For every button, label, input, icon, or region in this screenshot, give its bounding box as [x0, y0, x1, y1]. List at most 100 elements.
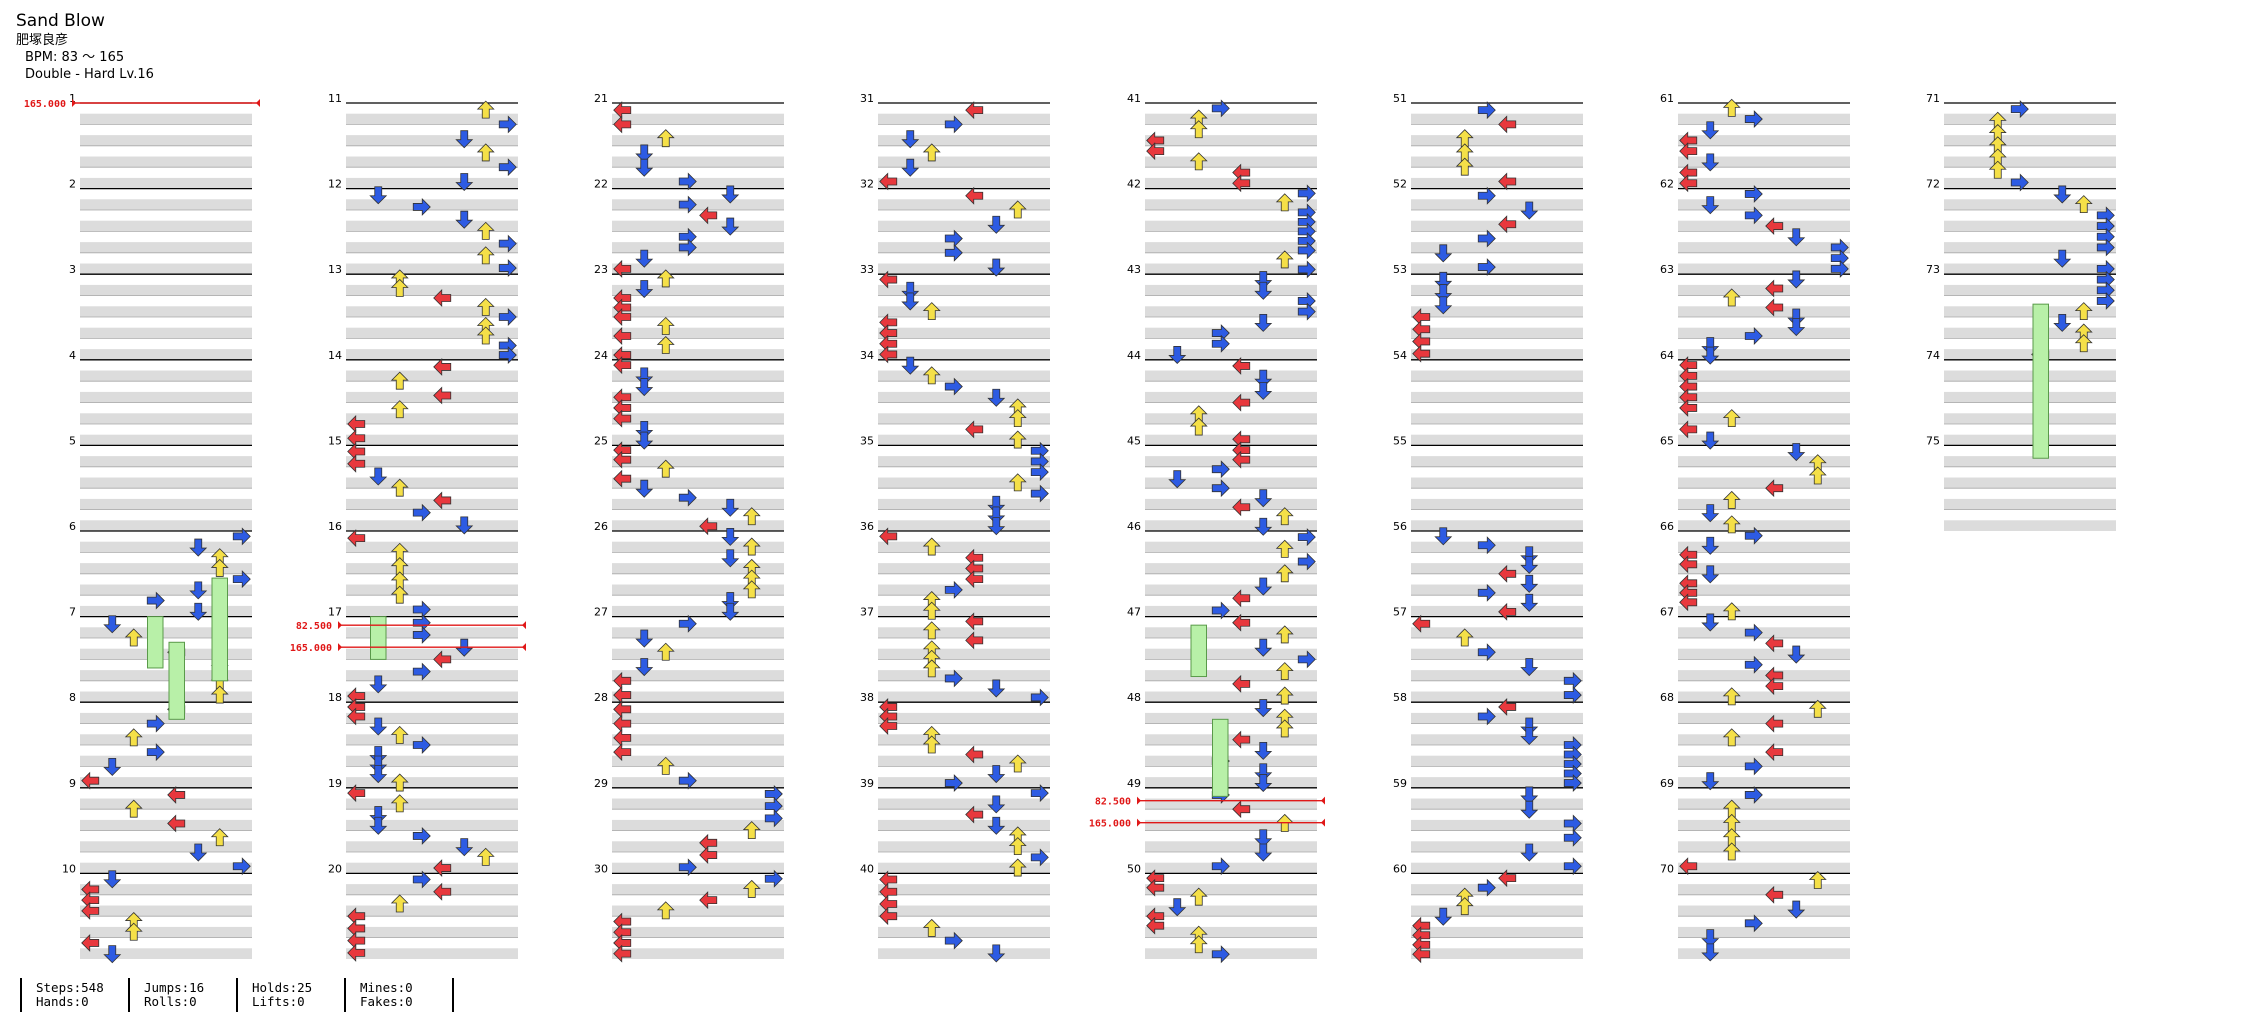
arrow-down-icon	[189, 843, 208, 862]
arrow-left-icon	[1765, 479, 1784, 498]
measure-24: 24	[594, 349, 784, 446]
arrow-down-icon	[1254, 763, 1273, 782]
notes-measure-24	[613, 356, 654, 450]
measure-number: 40	[860, 862, 874, 875]
measure-stripe	[346, 563, 518, 574]
measure-stripe	[1411, 434, 1583, 446]
hold-bar-icon	[211, 577, 228, 682]
arrow-left-icon	[1498, 215, 1517, 234]
measure-54: 54	[1393, 349, 1583, 446]
arrow-left-icon	[965, 745, 984, 764]
notes-measure-19	[347, 784, 495, 878]
measure-stripe	[1944, 306, 2116, 317]
arrow-right-icon	[944, 931, 963, 950]
arrow-down-icon	[1254, 699, 1273, 718]
arrow-left-icon	[1498, 115, 1517, 134]
arrow-down-icon	[635, 431, 654, 450]
measure-31: 31	[860, 92, 1050, 189]
measure-stripe	[80, 349, 252, 360]
measure-stripe	[1678, 434, 1850, 446]
arrow-right-icon	[1297, 552, 1316, 571]
arrow-down-icon	[987, 679, 1006, 698]
arrow-down-icon	[1787, 270, 1806, 289]
measure-stripe	[612, 199, 784, 210]
arrow-down-icon	[635, 144, 654, 163]
measure-number: 63	[1660, 263, 1674, 276]
arrow-down-icon	[189, 581, 208, 600]
measure-stripe	[1411, 777, 1583, 788]
measure-stripe	[612, 862, 784, 874]
arrow-left-icon	[699, 846, 718, 865]
arrow-down-icon	[103, 870, 122, 889]
arrow-up-icon	[742, 879, 761, 898]
arrow-right-icon	[1477, 583, 1496, 602]
measure-stripe	[346, 670, 518, 681]
measure-stripe	[612, 563, 784, 574]
arrow-up-icon	[210, 558, 229, 577]
measure-5: 5	[69, 434, 252, 531]
measure-10: 10	[62, 862, 252, 959]
hold-bar-icon	[370, 616, 387, 660]
measure-56: 56	[1393, 520, 1583, 617]
measure-stripe	[1145, 798, 1317, 810]
measure-number: 3	[69, 263, 76, 276]
bpm-change-label: 82.500	[296, 621, 332, 632]
arrow-right-icon	[1211, 334, 1230, 353]
measure-11: 11	[328, 92, 518, 189]
arrow-down-icon	[1254, 774, 1273, 793]
measure-stripe	[612, 177, 784, 189]
measure-stripe	[612, 691, 784, 703]
measure-number: 60	[1393, 862, 1407, 875]
measure-stripe	[1145, 884, 1317, 895]
arrow-down-icon	[901, 281, 920, 300]
measure-stripe	[878, 755, 1050, 767]
measure-stripe	[612, 605, 784, 617]
arrow-left-icon	[1765, 714, 1784, 733]
stat-lifts: Lifts:0	[252, 994, 305, 1009]
arrow-left-icon	[1232, 730, 1251, 749]
measure-stripe	[346, 113, 518, 125]
arrow-left-icon	[613, 259, 632, 278]
measure-stripe	[1145, 691, 1317, 703]
arrow-right-icon	[412, 826, 431, 845]
arrow-down-icon	[369, 467, 388, 486]
measure-stripe	[1411, 948, 1583, 959]
measure-stripe	[1411, 456, 1583, 467]
measure-stripe	[346, 135, 518, 146]
measure-stripe	[1678, 563, 1850, 574]
bpm-change-label: 165.000	[290, 643, 332, 654]
measure-number: 44	[1127, 349, 1141, 362]
arrow-right-icon	[1563, 857, 1582, 876]
arrow-down-icon	[1520, 843, 1539, 862]
arrow-up-icon	[1275, 193, 1294, 212]
arrow-right-icon	[1744, 327, 1763, 345]
arrow-right-icon	[764, 869, 783, 888]
measure-51: 51	[1393, 92, 1583, 189]
arrow-up-icon	[1008, 200, 1027, 219]
measure-stripe	[346, 777, 518, 788]
arrow-right-icon	[1297, 650, 1316, 669]
measure-number: 70	[1660, 862, 1674, 875]
notes-measure-26	[721, 527, 761, 621]
arrow-up-icon	[1722, 687, 1741, 706]
arrow-down-icon	[987, 944, 1006, 963]
arrow-down-icon	[1787, 228, 1806, 247]
measure-1: 1	[69, 92, 252, 189]
measure-stripe	[1145, 284, 1317, 296]
arrow-up-icon	[1189, 120, 1208, 139]
arrow-up-icon	[1722, 490, 1741, 509]
arrow-right-icon	[1211, 460, 1230, 479]
arrow-right-icon	[412, 197, 431, 216]
arrow-right-icon	[1297, 184, 1316, 203]
arrow-left-icon	[699, 891, 718, 910]
measure-stripe	[612, 477, 784, 489]
measure-stripe	[80, 755, 252, 767]
measure-stripe	[346, 520, 518, 531]
measure-stripe	[612, 327, 784, 339]
arrow-up-icon	[1808, 466, 1827, 485]
notes-measure-34	[901, 356, 1027, 449]
measure-stripe	[1145, 113, 1317, 125]
measure-stripe	[346, 691, 518, 703]
measure-stripe	[1678, 263, 1850, 275]
measure-stripe	[1678, 926, 1850, 938]
